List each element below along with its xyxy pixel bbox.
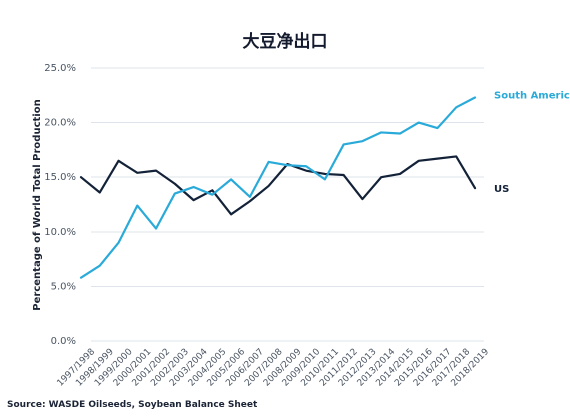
y-tick-label: 0.0%: [51, 336, 76, 347]
y-tick-layer: 0.0% 5.0% 10.0% 15.0% 20.0% 25.0%: [44, 63, 76, 347]
y-tick-label: 10.0%: [44, 227, 76, 238]
y-axis-label: Percentage of World Total Production: [32, 99, 43, 310]
south-america-series-line: [79, 96, 477, 279]
source-note: Source: WASDE Oilseeds, Soybean Balance …: [7, 400, 258, 410]
series-label-layer: US South America: [494, 90, 570, 195]
series-layer: [79, 96, 477, 279]
series-label-us: US: [494, 184, 509, 195]
grid-layer: [91, 67, 484, 342]
series-label-south-america: South America: [494, 90, 570, 101]
y-tick-label: 15.0%: [44, 172, 76, 183]
us-series-line: [79, 155, 477, 216]
y-tick-label: 25.0%: [44, 63, 76, 74]
x-tick-layer: 1997/19981998/19991999/20002000/20012001…: [56, 347, 492, 389]
chart-title: 大豆净出口: [243, 31, 328, 52]
y-tick-label: 20.0%: [44, 118, 76, 129]
y-tick-label: 5.0%: [51, 281, 76, 292]
